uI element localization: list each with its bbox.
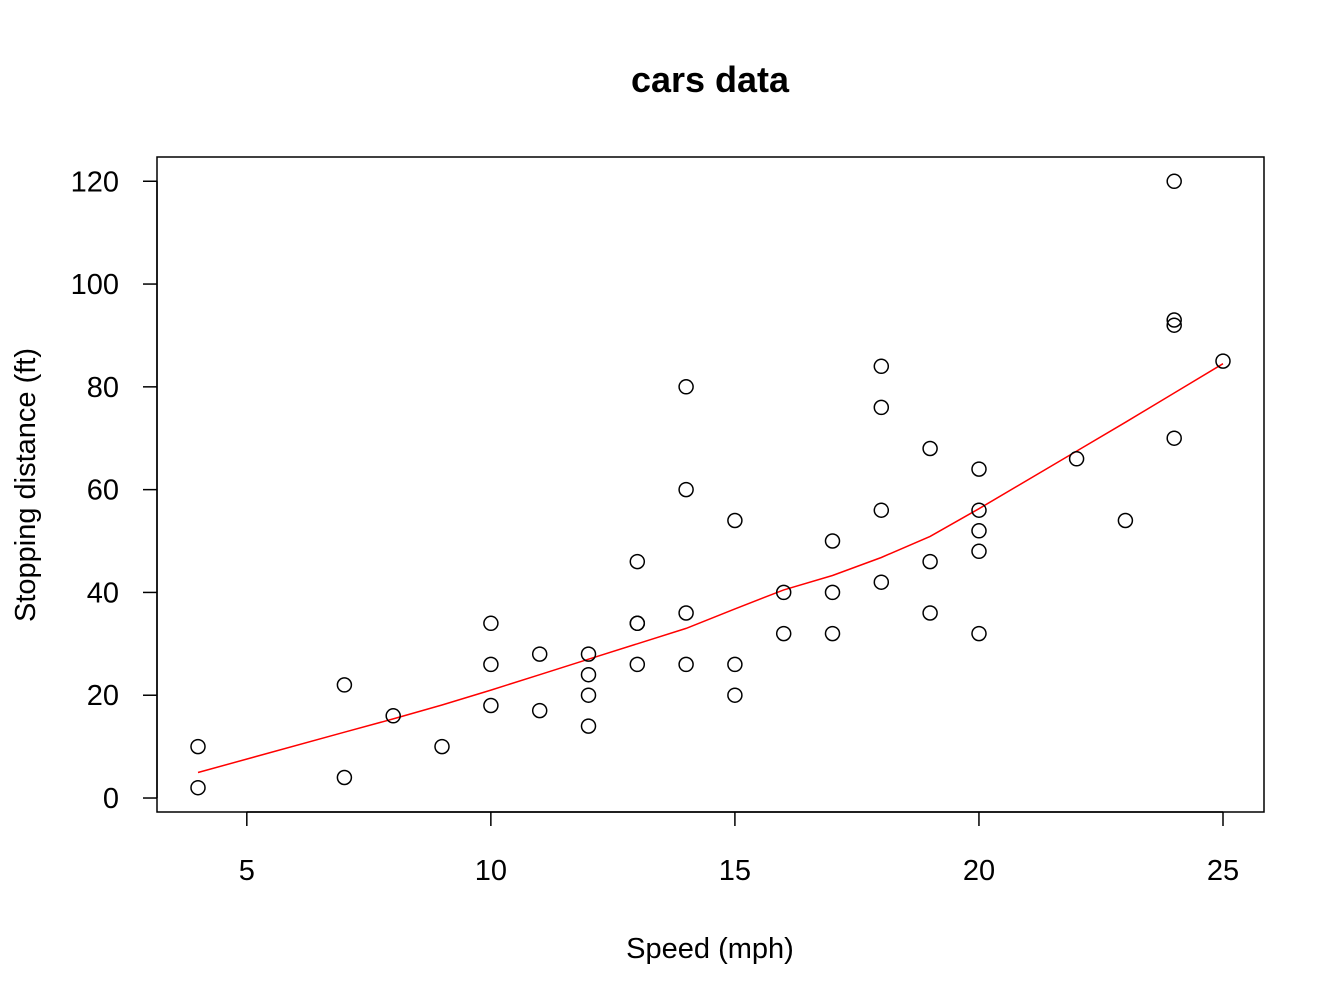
data-point bbox=[873, 574, 890, 590]
data-point bbox=[922, 605, 938, 621]
data-point bbox=[971, 625, 987, 642]
data-point bbox=[190, 779, 206, 796]
data-point bbox=[580, 646, 597, 662]
data-point bbox=[727, 656, 743, 673]
data-point bbox=[1166, 430, 1182, 446]
data-point bbox=[336, 769, 353, 786]
data-point bbox=[1117, 512, 1134, 529]
y-tick-label: 20 bbox=[87, 680, 119, 712]
data-point bbox=[1166, 173, 1182, 190]
data-point bbox=[531, 702, 548, 719]
data-point bbox=[678, 379, 694, 395]
y-axis-label: Stopping distance (ft) bbox=[10, 348, 42, 622]
data-point bbox=[1166, 312, 1182, 328]
data-point bbox=[775, 625, 792, 642]
y-tick-label: 40 bbox=[87, 577, 119, 609]
data-point bbox=[580, 687, 597, 703]
data-point bbox=[1166, 317, 1182, 333]
data-point bbox=[873, 502, 890, 518]
x-axis: 5 10 15 20 25 bbox=[239, 811, 1239, 887]
data-point bbox=[629, 615, 646, 632]
data-point bbox=[483, 656, 499, 673]
x-axis-label: Speed (mph) bbox=[626, 933, 794, 965]
y-tick-label: 80 bbox=[87, 372, 119, 404]
chart-title: cars data bbox=[631, 59, 790, 100]
data-point bbox=[483, 697, 499, 714]
x-tick-label: 5 bbox=[239, 855, 255, 887]
trend-line bbox=[197, 363, 1224, 774]
trend-layer bbox=[197, 363, 1224, 774]
data-point bbox=[531, 646, 548, 662]
data-point bbox=[434, 738, 450, 755]
data-point bbox=[922, 440, 938, 457]
data-point bbox=[1215, 353, 1231, 369]
points-layer bbox=[190, 173, 1231, 796]
data-point bbox=[873, 399, 890, 416]
data-point bbox=[678, 605, 694, 621]
y-tick-label: 60 bbox=[87, 475, 119, 507]
data-point bbox=[824, 625, 841, 642]
data-point bbox=[483, 615, 499, 632]
data-point bbox=[873, 358, 890, 375]
data-point bbox=[824, 533, 841, 549]
data-point bbox=[385, 708, 401, 724]
data-point bbox=[336, 677, 353, 693]
data-point bbox=[190, 738, 206, 755]
x-tick-label: 10 bbox=[475, 855, 507, 887]
y-tick-label: 0 bbox=[103, 783, 119, 815]
x-tick-label: 25 bbox=[1207, 855, 1239, 887]
data-point bbox=[580, 718, 597, 734]
data-point bbox=[678, 656, 694, 673]
data-point bbox=[922, 553, 938, 570]
data-point bbox=[971, 543, 987, 560]
data-point bbox=[971, 523, 987, 539]
y-tick-label: 100 bbox=[71, 269, 119, 301]
data-point bbox=[1068, 451, 1085, 467]
data-point bbox=[727, 687, 743, 703]
data-point bbox=[629, 656, 646, 673]
y-tick-label: 120 bbox=[71, 166, 119, 198]
data-point bbox=[775, 584, 792, 601]
data-point bbox=[629, 553, 646, 570]
data-point bbox=[678, 481, 694, 498]
data-point bbox=[824, 584, 841, 601]
x-tick-label: 20 bbox=[963, 855, 995, 887]
y-axis: 0 20 40 60 80 100 120 bbox=[71, 166, 158, 815]
plot-frame bbox=[156, 156, 1265, 813]
data-point bbox=[580, 666, 597, 683]
data-point bbox=[727, 512, 743, 529]
data-point bbox=[971, 461, 987, 477]
x-tick-label: 15 bbox=[719, 855, 751, 887]
data-point bbox=[971, 502, 987, 518]
